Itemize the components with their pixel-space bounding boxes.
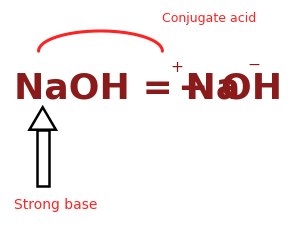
Text: $^-$: $^-$ [244,61,260,81]
Text: Strong base: Strong base [14,197,97,211]
Text: Conjugate acid: Conjugate acid [162,12,256,25]
FancyBboxPatch shape [37,130,49,186]
Text: NaOH = Na: NaOH = Na [14,71,240,105]
Text: $^+$: $^+$ [167,61,183,81]
Polygon shape [29,108,56,130]
Text: + OH: + OH [178,71,282,105]
